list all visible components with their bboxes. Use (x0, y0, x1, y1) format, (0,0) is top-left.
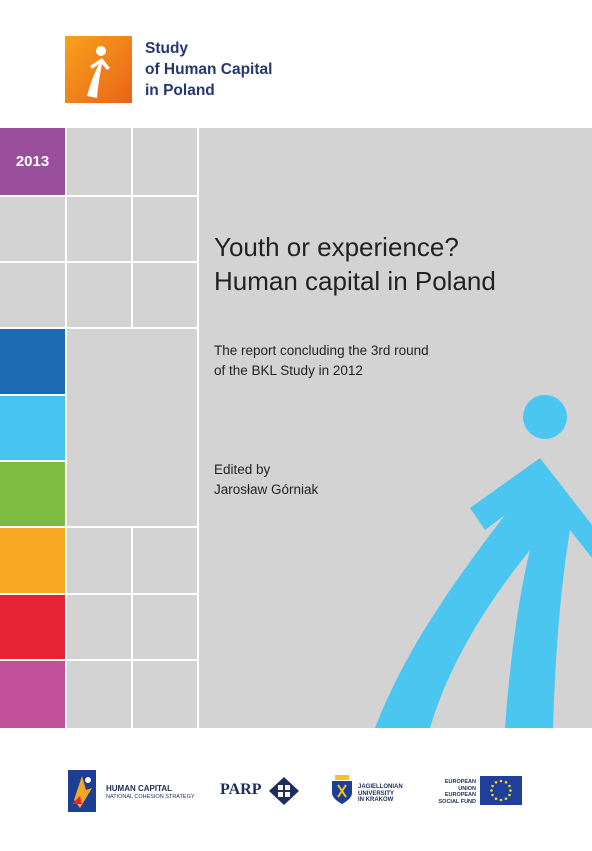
title-line-1: Youth or experience? (214, 232, 459, 262)
grid-divider (0, 195, 197, 197)
grid-divider (197, 128, 199, 728)
eu-line-3: SOCIAL FUND (438, 798, 476, 805)
grid-divider (0, 526, 197, 528)
human-capital-text: HUMAN CAPITAL NATIONAL COHESION STRATEGY (106, 785, 195, 801)
brand-line-1: Study (145, 40, 189, 57)
color-swatch-magenta (0, 661, 65, 728)
human-capital-logo-icon (68, 770, 96, 812)
editor-name: Jarosław Górniak (214, 482, 319, 497)
report-title: Youth or experience? Human capital in Po… (214, 230, 496, 298)
eu-fund-text: EUROPEAN UNION EUROPEAN SOCIAL FUND (426, 779, 476, 805)
report-subtitle: The report concluding the 3rd round of t… (214, 341, 429, 381)
human-capital-line-1: HUMAN CAPITAL (106, 784, 173, 793)
eu-line-1: EUROPEAN UNION (444, 779, 476, 792)
grid-divider (0, 327, 197, 329)
study-logo-icon (65, 36, 132, 103)
year-badge: 2013 (0, 128, 65, 195)
edited-by-label: Edited by (214, 462, 271, 477)
color-swatch-red (0, 595, 65, 659)
grid-divider (131, 527, 133, 728)
university-line-1: JAGIELLONIAN (358, 784, 403, 790)
brand-line-3: in Poland (145, 82, 215, 99)
university-line-2: UNIVERSITY (358, 790, 395, 797)
subtitle-line-1: The report concluding the 3rd round (214, 343, 429, 358)
grid-divider (0, 593, 197, 595)
color-swatch-orange (0, 528, 65, 593)
subtitle-line-2: of the BKL Study in 2012 (214, 363, 363, 378)
grid-divider (0, 261, 197, 263)
color-swatch-green (0, 462, 65, 526)
cover-panel (0, 128, 592, 728)
grid-divider (0, 460, 65, 462)
university-line-3: IN KRAKOW (358, 797, 394, 803)
university-text: JAGIELLONIAN UNIVERSITY IN KRAKOW (358, 784, 403, 804)
editor-credit: Edited by Jarosław Górniak (214, 460, 318, 500)
parp-logo-icon (269, 777, 299, 805)
color-swatch-blue (0, 329, 65, 394)
person-figure-icon (375, 395, 592, 728)
brand-title: Study of Human Capital in Poland (145, 38, 272, 101)
grid-divider (65, 128, 67, 728)
university-crest-icon (331, 775, 353, 805)
eu-flag-icon (480, 776, 522, 805)
grid-divider (0, 659, 197, 661)
grid-divider (0, 394, 65, 396)
brand-line-2: of Human Capital (145, 61, 273, 78)
human-capital-line-2: NATIONAL COHESION STRATEGY (106, 794, 195, 800)
parp-logo-text: PARP (220, 781, 262, 798)
color-swatch-cyan (0, 396, 65, 460)
title-line-2: Human capital in Poland (214, 266, 496, 296)
eu-line-2: EUROPEAN (444, 792, 476, 798)
grid-divider (131, 128, 133, 328)
